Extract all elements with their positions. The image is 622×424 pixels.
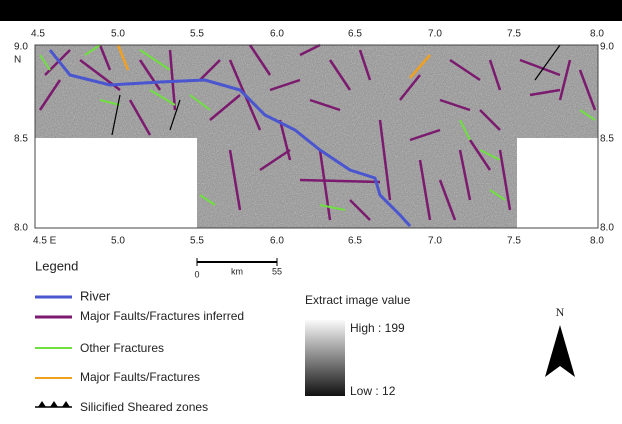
right-tick-label: 8.5 bbox=[600, 134, 614, 145]
scale-label: 0 bbox=[194, 269, 199, 279]
bottom-tick-label: 4.5 E bbox=[33, 236, 57, 247]
legend-label: River bbox=[80, 288, 111, 303]
top-tick-label: 5.0 bbox=[111, 29, 125, 40]
left-tick-label: N bbox=[14, 55, 21, 66]
scale-label: 55 bbox=[272, 266, 282, 276]
legend-swatch bbox=[35, 401, 72, 407]
legend-label: Other Fractures bbox=[80, 341, 164, 355]
bottom-tick-label: 5.5 bbox=[190, 236, 204, 247]
scale-label: km bbox=[231, 266, 243, 276]
bottom-tick-label: 6.5 bbox=[348, 236, 362, 247]
right-tick-label: 9.0 bbox=[600, 42, 614, 53]
top-tick-label: 8.0 bbox=[590, 29, 604, 40]
bottom-tick-label: 8.0 bbox=[590, 236, 604, 247]
blank-area bbox=[517, 138, 598, 228]
legend-label: Silicified Sheared zones bbox=[80, 400, 208, 414]
north-label: N bbox=[556, 305, 565, 319]
color-ramp bbox=[305, 320, 345, 396]
blank-area bbox=[35, 138, 197, 228]
right-tick-label: 8.0 bbox=[600, 223, 614, 234]
left-tick-label: 8.5 bbox=[14, 134, 28, 145]
page: Legend 0 km 55 River Major Faults/Fractu… bbox=[0, 0, 622, 419]
legend-label: Major Faults/Fractures inferred bbox=[80, 309, 244, 323]
top-tick-label: 5.5 bbox=[190, 29, 204, 40]
bottom-tick-label: 6.0 bbox=[270, 236, 284, 247]
bottom-tick-label: 5.0 bbox=[111, 236, 125, 247]
ramp-high: High : 199 bbox=[350, 321, 405, 335]
top-tick-label: 7.0 bbox=[428, 29, 442, 40]
north-arrow bbox=[545, 325, 575, 377]
legend-title: Legend bbox=[35, 258, 78, 273]
ramp-title: Extract image value bbox=[305, 293, 411, 307]
top-tick-label: 4.5 bbox=[31, 29, 45, 40]
top-tick-label: 7.5 bbox=[507, 29, 521, 40]
bottom-tick-label: 7.5 bbox=[507, 236, 521, 247]
legend-label: Major Faults/Fractures bbox=[80, 370, 200, 384]
top-tick-label: 6.0 bbox=[270, 29, 284, 40]
left-tick-label: 8.0 bbox=[14, 223, 28, 234]
bottom-tick-label: 7.0 bbox=[428, 236, 442, 247]
top-tick-label: 6.5 bbox=[348, 29, 362, 40]
top-bar bbox=[0, 0, 622, 21]
figure: Legend 0 km 55 River Major Faults/Fractu… bbox=[0, 0, 622, 419]
left-tick-label: 9.0 bbox=[14, 42, 28, 53]
ramp-low: Low : 12 bbox=[350, 384, 396, 398]
